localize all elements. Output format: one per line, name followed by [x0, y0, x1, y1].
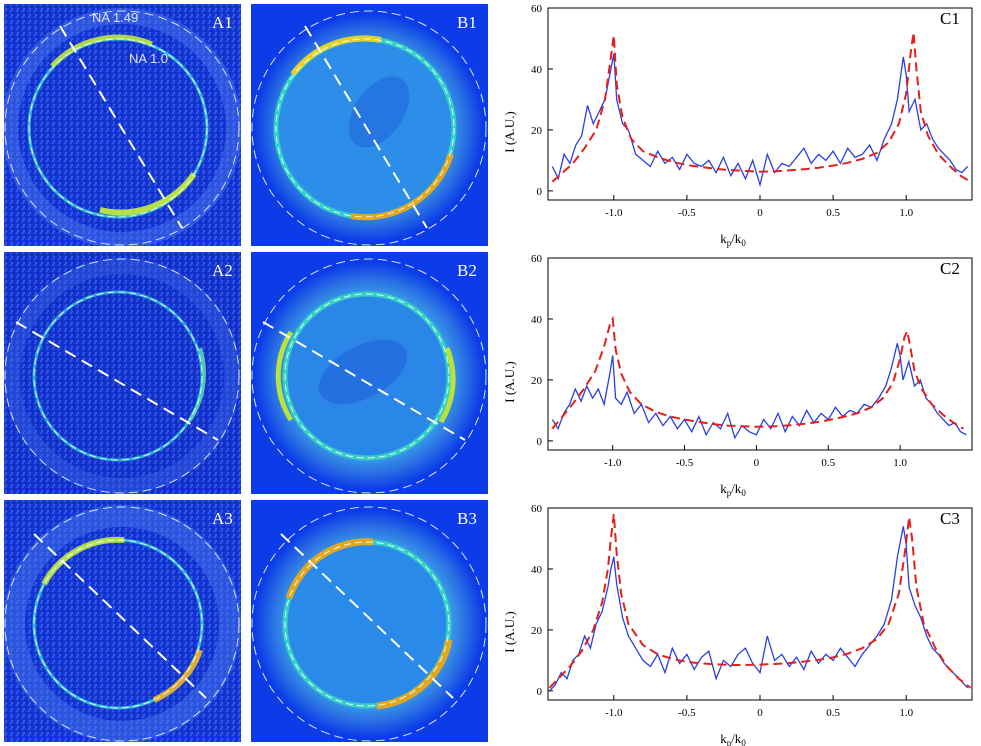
bright-arc-bottom	[99, 172, 197, 216]
bright-arc-bottom	[376, 639, 453, 710]
na-inner-circle	[284, 541, 450, 707]
model-series-line	[548, 513, 972, 689]
bright-arc-top	[50, 34, 153, 68]
na-outer-circle	[251, 258, 487, 494]
y-tick-label: 40	[531, 314, 543, 326]
na-outer-circle	[4, 506, 240, 742]
y-tick-label: 60	[531, 253, 543, 265]
y-tick-label: 60	[531, 3, 543, 15]
chart-c1: C1 I (A.U.) kp/k0 0 20 40 60 -1.0 -0.5 0 0.5 1.0	[502, 3, 973, 248]
pupil-image-a1: NA 1.49 NA 1.0 A1	[4, 4, 241, 246]
y-axis-label: I (A.U.)	[502, 361, 517, 403]
x-tick-label: 0.5	[826, 707, 840, 719]
na-outer-label: NA 1.49	[92, 10, 138, 25]
y-tick-label: 0	[537, 686, 543, 698]
x-tick-label: -0.5	[676, 457, 694, 469]
pupil-image-a3: A3	[4, 500, 241, 742]
outer-glow	[4, 505, 241, 742]
y-axis-label: I (A.U.)	[502, 111, 517, 153]
plot-frame	[547, 257, 973, 451]
experiment-series-line	[551, 53, 969, 188]
x-axis-label: kp/k0	[720, 481, 746, 498]
na-outer-circle	[251, 10, 487, 246]
panel-b2: B2	[251, 252, 488, 494]
na-inner-circle	[28, 38, 208, 218]
x-tick-label: 0	[757, 707, 763, 719]
x-tick-label: -1.0	[605, 707, 623, 719]
simulation-image-b1: B1	[251, 4, 488, 246]
panel-label: B2	[457, 261, 477, 280]
panel-label: A1	[212, 13, 233, 32]
panel-a3: A3	[4, 500, 241, 742]
x-tick-label: -0.5	[678, 707, 696, 719]
x-tick-label: 1.0	[899, 707, 913, 719]
x-axis-label: kp/k0	[720, 731, 746, 746]
panel-b3: B3	[251, 500, 488, 742]
panel-label: A3	[212, 509, 233, 528]
noise-texture	[4, 4, 241, 246]
profile-line	[262, 321, 466, 441]
na-inner-circle	[33, 291, 203, 461]
na-inner-circle	[275, 38, 455, 218]
chart-label: C3	[940, 509, 960, 528]
panel-label: B1	[457, 13, 477, 32]
y-tick-label: 20	[531, 625, 543, 637]
y-tick-label: 20	[531, 125, 543, 137]
y-tick-label: 60	[531, 503, 543, 515]
y-axis-label: I (A.U.)	[502, 611, 517, 653]
na-inner-circle	[33, 539, 203, 709]
y-tick-label: 0	[537, 186, 543, 198]
panel-a2: A2	[4, 252, 241, 494]
chart-label: C2	[940, 259, 960, 278]
chart-c2: C2 I (A.U.) kp/k0 0 20 40 60 -1.0 -0.5 0 0.5 1.0	[502, 253, 973, 498]
x-tick-label: 0.5	[826, 207, 840, 219]
center-shade	[318, 339, 408, 405]
panel-label: B3	[457, 509, 477, 528]
y-tick-label: 40	[531, 64, 543, 76]
profile-line	[304, 25, 428, 229]
panel-a1: NA 1.49 NA 1.0 A1	[4, 4, 241, 246]
na-outer-circle	[4, 10, 240, 246]
bright-arc-right	[188, 347, 206, 422]
x-tick-label: 1.0	[893, 457, 907, 469]
profile-line	[280, 533, 454, 699]
y-tick-label: 20	[531, 375, 543, 387]
simulation-image-b2: B2	[251, 252, 488, 494]
simulation-image-b3: B3	[251, 500, 488, 742]
profile-line	[33, 533, 207, 699]
experiment-series-line	[549, 526, 969, 692]
center-shade	[348, 76, 410, 148]
bright-arc-right	[438, 347, 456, 424]
chart-c3: C3 I (A.U.) kp/k0 0 20 40 60 -1.0 -0.5 0 0.5 1.0	[502, 503, 973, 746]
na-outer-circle	[251, 506, 487, 742]
y-tick-label: 0	[537, 436, 543, 448]
profile-line	[59, 25, 183, 229]
x-tick-label: 0.5	[821, 457, 835, 469]
bright-arc-left	[275, 330, 294, 422]
profile-charts: C1 I (A.U.) kp/k0 0 20 40 60 -1.0 -0.5 0 0.5 1.0…	[502, 3, 973, 746]
pupil-image-a2: A2	[4, 252, 241, 494]
x-tick-label: 0	[754, 457, 760, 469]
chart-label: C1	[940, 9, 960, 28]
profile-line	[15, 321, 219, 441]
na-inner-circle	[284, 293, 450, 459]
pupil-fill	[285, 542, 449, 706]
x-tick-label: -1.0	[605, 207, 623, 219]
experiment-series-line	[551, 343, 967, 440]
y-tick-label: 40	[531, 564, 543, 576]
x-tick-label: -1.0	[604, 457, 622, 469]
model-series-line	[551, 315, 964, 430]
na-inner-label: NA 1.0	[129, 51, 168, 66]
na-outer-circle	[4, 258, 240, 494]
bright-arc-bottom	[152, 648, 203, 703]
model-series-line	[551, 32, 972, 183]
x-axis-label: kp/k0	[720, 231, 746, 248]
panel-label: A2	[212, 261, 233, 280]
outer-glow	[4, 258, 240, 494]
x-tick-label: -0.5	[678, 207, 696, 219]
outer-glow	[4, 8, 241, 246]
x-tick-label: 0	[757, 207, 763, 219]
x-tick-label: 1.0	[899, 207, 913, 219]
panel-b1: B1	[251, 4, 488, 246]
